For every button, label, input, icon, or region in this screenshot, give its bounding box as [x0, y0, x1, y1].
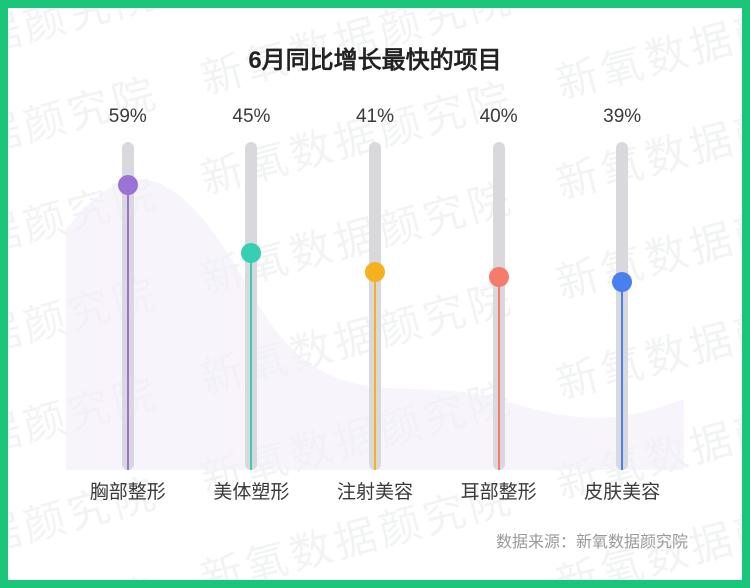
lollipop-item: 59%: [66, 116, 190, 470]
lollipop-stem: [127, 185, 129, 470]
x-axis-label: 注射美容: [313, 477, 437, 504]
chart-panel: 新氧数据颜究院 新氧数据颜究院 新氧数据颜究院 新氧数据颜究院 新氧数据颜究院 …: [8, 8, 742, 580]
x-axis-label: 美体塑形: [190, 477, 314, 504]
x-axis-label: 皮肤美容: [560, 477, 684, 504]
x-axis-label: 胸部整形: [66, 477, 190, 504]
lollipop-dot: [489, 267, 509, 287]
lollipop-dot: [612, 272, 632, 292]
x-axis-labels: 胸部整形美体塑形注射美容耳部整形皮肤美容: [66, 477, 684, 504]
lollipop-item: 41%: [313, 116, 437, 470]
lollipop-stem: [621, 282, 623, 470]
data-source-label: 数据来源：新氧数据颜究院: [496, 528, 688, 552]
chart-area: 59%45%41%40%39%: [66, 116, 684, 470]
lollipop-dot: [365, 262, 385, 282]
outer-frame: 新氧数据颜究院 新氧数据颜究院 新氧数据颜究院 新氧数据颜究院 新氧数据颜究院 …: [0, 0, 750, 588]
lollipop-item: 45%: [190, 116, 314, 470]
x-axis-label: 耳部整形: [437, 477, 561, 504]
lollipop-items: 59%45%41%40%39%: [66, 116, 684, 470]
lollipop-stem: [498, 277, 500, 470]
value-label: 39%: [603, 106, 641, 128]
value-label: 40%: [480, 106, 518, 128]
lollipop-dot: [118, 175, 138, 195]
lollipop-item: 39%: [560, 116, 684, 470]
lollipop-item: 40%: [437, 116, 561, 470]
lollipop-dot: [241, 243, 261, 263]
lollipop-stem: [374, 272, 376, 470]
chart-title: 6月同比增长最快的项目: [8, 40, 742, 75]
value-label: 41%: [356, 106, 394, 128]
value-label: 59%: [109, 106, 147, 128]
value-label: 45%: [232, 106, 270, 128]
lollipop-stem: [250, 253, 252, 470]
